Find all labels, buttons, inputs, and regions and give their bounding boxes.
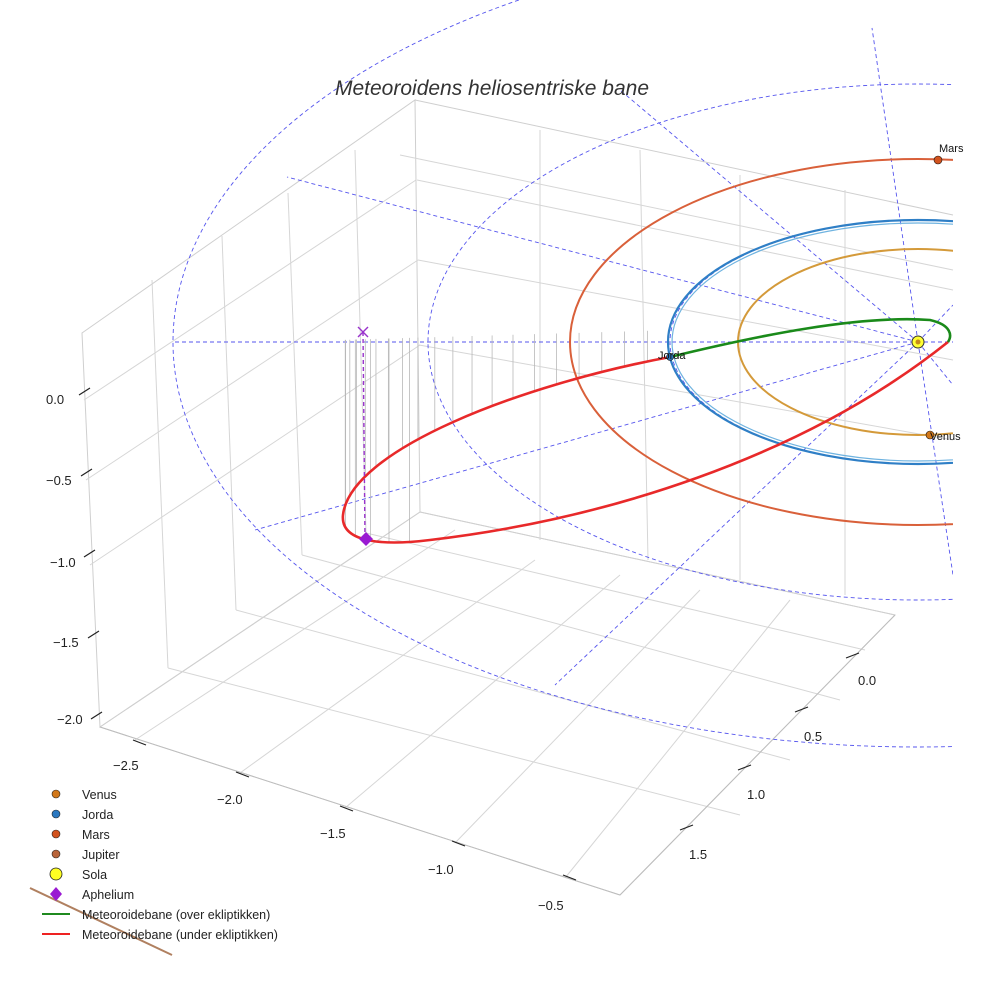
legend-symbol-jorda xyxy=(51,809,61,819)
planet-marker-venus xyxy=(925,430,935,440)
axis-panes xyxy=(81,99,954,896)
legend-symbol-jupiter xyxy=(51,849,61,859)
legend-label-venus: Venus xyxy=(82,788,117,802)
y-tick-label: 0.5 xyxy=(804,729,822,744)
planet-label-jorda: Jorda xyxy=(658,350,686,362)
planet-marker-jorda xyxy=(666,353,674,361)
y-tick-label: 1.0 xyxy=(747,787,765,802)
z-tick-labels: 0.0 −0.5 −1.0 −1.5 −2.0 xyxy=(46,392,83,727)
orbit-droplines xyxy=(344,330,648,543)
z-tick-label: −1.0 xyxy=(50,555,76,570)
x-tick-label: −0.5 xyxy=(538,898,564,913)
orbit-jorda-inner xyxy=(671,222,953,462)
legend-symbol-venus xyxy=(51,789,61,799)
x-tick-label: −1.0 xyxy=(428,862,454,877)
z-tick-label: 0.0 xyxy=(46,392,64,407)
aphelion-marker xyxy=(359,532,373,546)
x-tick-label: −2.5 xyxy=(113,758,139,773)
y-tick-label: 1.5 xyxy=(689,847,707,862)
z-tick-label: −0.5 xyxy=(46,473,72,488)
y-tick-label: 0.0 xyxy=(858,673,876,688)
z-tick-label: −2.0 xyxy=(57,712,83,727)
aphelion-ecliptic-cross xyxy=(357,326,369,338)
sun-marker xyxy=(911,335,925,349)
legend: Venus Jorda Mars Jupiter Sola Aphelium M… xyxy=(42,788,278,942)
chart-title: Meteoroidens heliosentriske bane xyxy=(335,77,649,100)
z-tick-label: −1.5 xyxy=(53,635,79,650)
legend-label-orbit-over: Meteoroidebane (over ekliptikken) xyxy=(82,908,270,922)
legend-label-mars: Mars xyxy=(82,828,110,842)
legend-symbol-aphelium xyxy=(50,887,62,901)
x-tick-label: −1.5 xyxy=(320,826,346,841)
legend-symbol-sola xyxy=(49,867,63,881)
planet-label-mars: Mars xyxy=(939,143,964,155)
orbit-jupiter-fragment xyxy=(29,887,173,956)
x-tick-labels: −2.5 −2.0 −1.5 −1.0 −0.5 xyxy=(113,758,564,913)
orbit-mars xyxy=(569,158,953,526)
y-tick-labels: 0.0 0.5 1.0 1.5 xyxy=(689,673,876,862)
meteoroid-orbit-over xyxy=(669,317,952,359)
legend-label-jorda: Jorda xyxy=(82,808,113,822)
legend-label-aphelium: Aphelium xyxy=(82,888,134,902)
x-tick-label: −2.0 xyxy=(217,792,243,807)
planet-marker-mars xyxy=(933,155,943,165)
legend-symbol-mars xyxy=(51,829,61,839)
meteoroid-orbit-under xyxy=(341,340,949,544)
legend-label-jupiter: Jupiter xyxy=(82,848,120,862)
tick-marks xyxy=(78,387,860,881)
planet-label-venus: Venus xyxy=(930,431,961,443)
legend-label-sola: Sola xyxy=(82,868,107,882)
orbit-jorda xyxy=(666,218,953,466)
legend-label-orbit-under: Meteoroidebane (under ekliptikken) xyxy=(82,928,278,942)
ecliptic-reference-grid xyxy=(172,0,953,748)
